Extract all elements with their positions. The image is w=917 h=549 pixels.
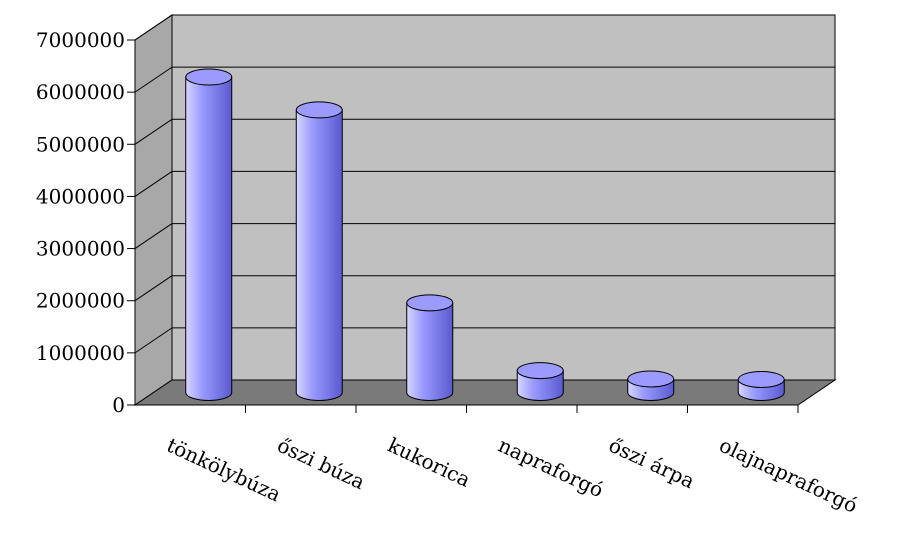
x-category-label: kukorica [384,433,474,492]
bar-body [407,303,453,401]
floor [135,380,835,405]
x-category-label: tönkölybúza [163,433,285,507]
bar [296,102,342,401]
x-category-label: őszi árpa [605,433,698,494]
y-tick-label: 6000000 [36,80,125,104]
bar [628,371,674,401]
bar-top [628,371,674,387]
y-tick-label: 4000000 [36,184,125,208]
back-wall [172,15,835,380]
x-category-label: őszi búza [274,433,369,494]
side-wall [135,15,172,405]
bar-top [738,371,784,387]
y-tick-label: 1000000 [36,341,125,365]
y-tick-label: 7000000 [36,28,125,52]
bar [738,371,784,400]
bar-top [296,102,342,118]
y-tick-label: 0 [112,393,125,417]
bar [517,363,563,401]
bar-top [517,363,563,379]
chart-walls [135,15,835,405]
bar [186,69,232,400]
x-category-label: napraforgó [495,433,608,502]
y-tick-label: 2000000 [36,289,125,313]
bar-body [296,110,342,401]
x-category-label: olajnapraforgó [716,433,862,518]
bar-top [186,69,232,85]
bar-body [186,77,232,400]
bar [407,295,453,401]
y-tick-label: 5000000 [36,132,125,156]
y-tick-label: 3000000 [36,237,125,261]
bar-top [407,295,453,311]
y-axis: 0 1000000 2000000 3000000 4000000 5000000 6000… [36,28,135,417]
